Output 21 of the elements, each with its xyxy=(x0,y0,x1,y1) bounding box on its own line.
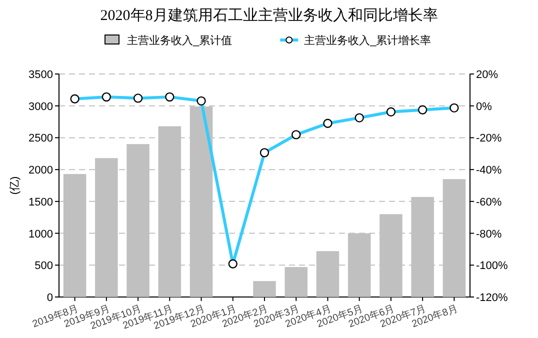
y2-tick-label: -80% xyxy=(476,228,502,240)
legend-label: 主营业务收入_累计增长率 xyxy=(304,34,432,47)
y-tick-label: 0 xyxy=(46,292,53,304)
y-tick-label: 3500 xyxy=(28,69,53,81)
y2-tick-label: -20% xyxy=(476,132,502,145)
legend-label: 主营业务收入_累计值 xyxy=(127,34,232,47)
y2-tick-label: -120% xyxy=(476,292,508,304)
bar xyxy=(253,281,276,297)
y-tick-label: 500 xyxy=(34,260,53,272)
y2-tick-label: -40% xyxy=(476,164,502,177)
y-tick-label: 2000 xyxy=(28,164,53,177)
y-tick-label: 2500 xyxy=(28,132,53,145)
y2-tick-label: -100% xyxy=(476,260,508,272)
y-tick-label: 3000 xyxy=(28,100,53,113)
y2-tick-label: -60% xyxy=(476,196,502,208)
y-axis-title: (亿) xyxy=(9,176,21,195)
y-tick-label: 1500 xyxy=(28,196,53,208)
y2-tick-label: 20% xyxy=(476,69,498,81)
y-tick-label: 1000 xyxy=(28,228,53,240)
y2-tick-label: 0% xyxy=(476,100,492,113)
chart-title: 2020年8月建筑用石工业主营业务收入和同比增长率 xyxy=(100,7,438,24)
